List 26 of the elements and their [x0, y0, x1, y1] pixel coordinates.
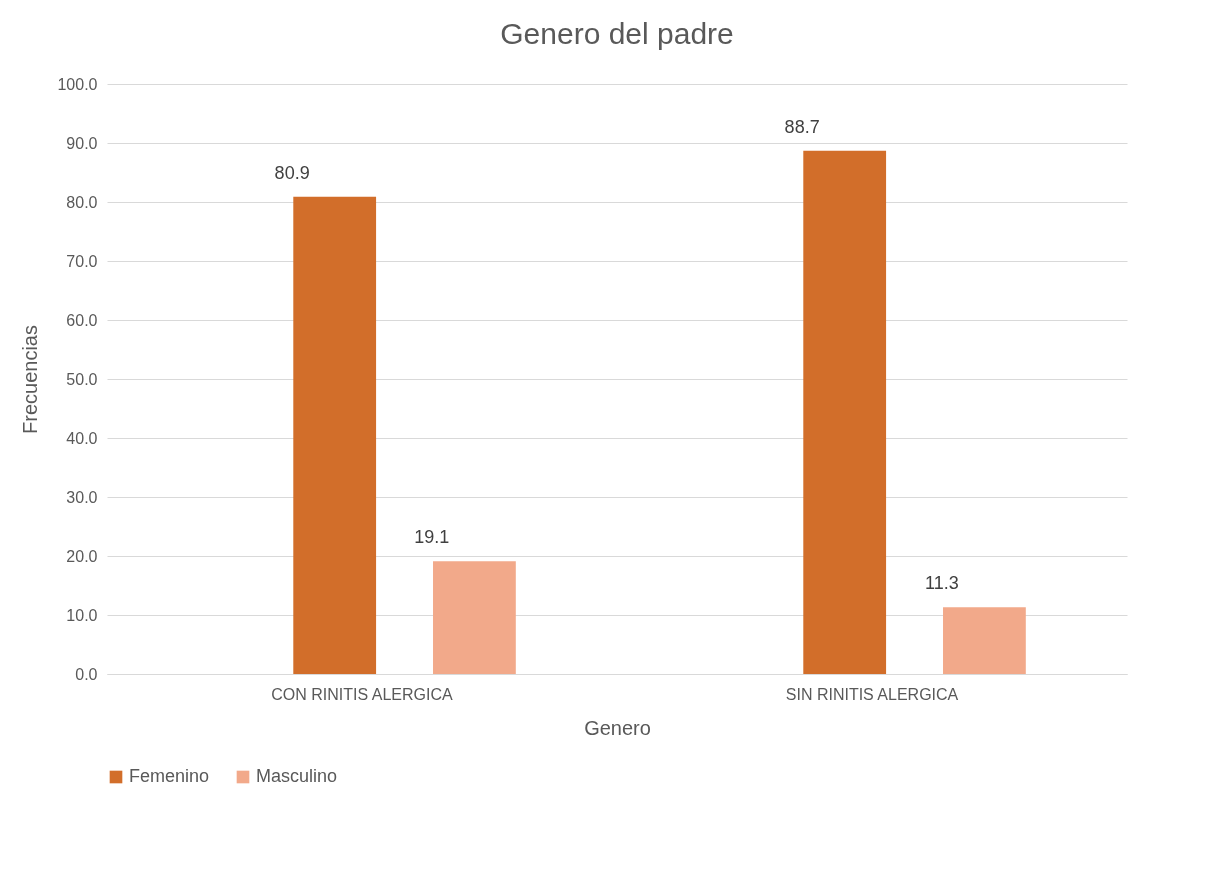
x-axis-title: Genero	[584, 716, 651, 739]
chart-title: Genero del padre	[500, 17, 734, 50]
y-tick-label: 10.0	[66, 606, 98, 624]
y-tick-label: 70.0	[66, 252, 98, 270]
y-tick-label: 30.0	[66, 488, 98, 506]
x-tick-label: SIN RINITIS ALERGICA	[785, 685, 959, 703]
y-axis-title: Frecuencias	[19, 325, 42, 434]
bar	[293, 196, 377, 674]
y-tick-label: 0.0	[75, 665, 98, 683]
data-label: 88.7	[784, 116, 820, 137]
bar	[943, 607, 1026, 674]
data-label: 11.3	[925, 573, 959, 594]
y-tick-label: 20.0	[66, 547, 98, 565]
y-tick-label: 100.0	[57, 75, 98, 93]
y-tick-label: 40.0	[66, 429, 98, 447]
y-tick-label: 60.0	[66, 311, 98, 329]
x-tick-label: CON RINITIS ALERGICA	[271, 685, 454, 703]
legend-label: Femenino	[129, 766, 210, 786]
bar	[433, 561, 516, 674]
data-label: 80.9	[274, 162, 310, 183]
data-label: 19.1	[414, 527, 450, 548]
y-tick-label: 90.0	[66, 134, 98, 152]
y-tick-label: 80.0	[66, 193, 98, 211]
legend-label: Masculino	[256, 766, 338, 786]
y-tick-label: 50.0	[66, 370, 98, 388]
bar	[803, 150, 887, 674]
